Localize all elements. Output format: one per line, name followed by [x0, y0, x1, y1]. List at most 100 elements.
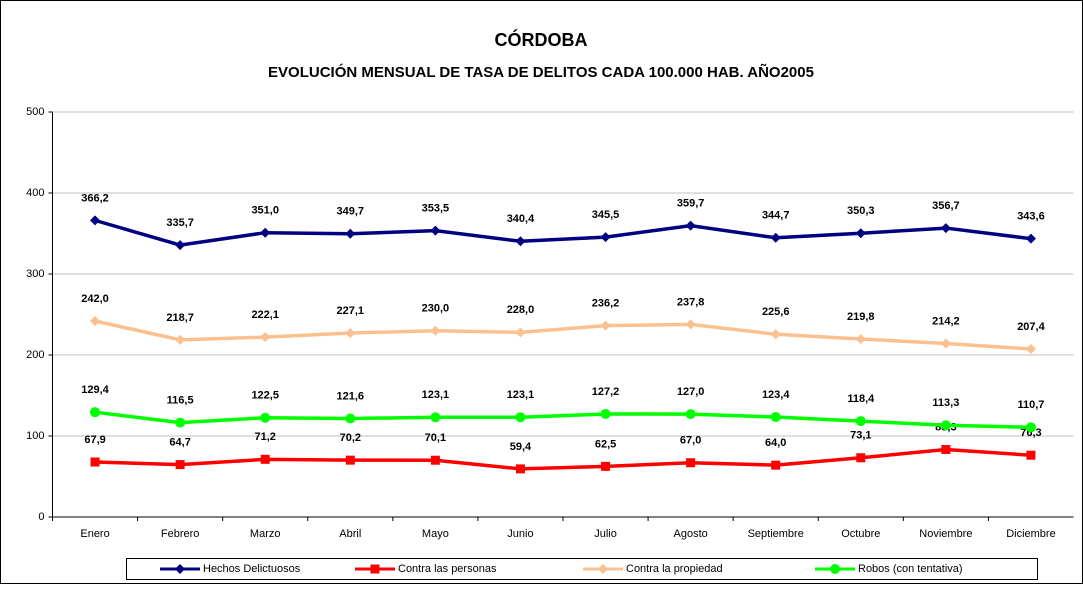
x-tick-label: Octubre	[841, 528, 880, 540]
data-point	[260, 227, 271, 238]
data-point	[345, 455, 355, 465]
data-label: 70,1	[425, 432, 446, 444]
data-point	[941, 445, 951, 455]
data-point	[90, 315, 101, 326]
data-point	[430, 412, 441, 423]
data-label: 359,7	[677, 198, 705, 210]
data-point	[685, 220, 696, 231]
data-label: 127,0	[677, 386, 705, 398]
data-label: 123,1	[422, 389, 450, 401]
data-point	[260, 332, 271, 343]
data-point	[600, 408, 611, 419]
data-point	[515, 464, 525, 474]
data-point	[770, 329, 781, 340]
x-tick-label: Enero	[80, 528, 109, 540]
data-point	[515, 412, 526, 423]
data-point	[1025, 344, 1036, 355]
data-label: 64,7	[169, 436, 190, 448]
data-point	[600, 320, 611, 331]
data-label: 116,5	[167, 395, 194, 407]
legend-box	[126, 558, 1038, 580]
data-label: 353,5	[422, 203, 450, 215]
data-point	[686, 458, 696, 468]
data-point	[175, 417, 186, 428]
series-line	[94, 410, 1032, 430]
data-point	[940, 223, 951, 234]
data-label: 123,1	[507, 389, 535, 401]
data-point	[175, 334, 186, 345]
data-label: 129,4	[81, 384, 109, 396]
data-point	[260, 412, 271, 423]
data-point	[515, 236, 526, 247]
x-tick-label: Diciembre	[1006, 528, 1056, 540]
data-point	[1025, 233, 1036, 244]
y-tick-label: 0	[38, 511, 44, 523]
data-point	[90, 407, 101, 418]
y-tick-label: 500	[26, 106, 44, 118]
data-label: 71,2	[254, 431, 275, 443]
data-point	[855, 333, 866, 344]
data-point	[600, 232, 611, 243]
data-label: 225,6	[762, 306, 790, 318]
data-label: 344,7	[762, 210, 790, 222]
data-point	[601, 461, 611, 471]
data-point	[1026, 450, 1036, 460]
data-point	[855, 416, 866, 427]
data-point	[770, 232, 781, 243]
legend-marker	[175, 564, 185, 574]
data-label: 113,3	[932, 397, 959, 409]
legend-label: Contra las personas	[398, 563, 497, 575]
data-label: 123,4	[762, 389, 790, 401]
data-point	[260, 454, 270, 464]
data-point	[345, 328, 356, 339]
data-label: 349,7	[337, 206, 365, 218]
x-tick-label: Julio	[594, 528, 617, 540]
data-label: 218,7	[166, 312, 194, 324]
data-point	[685, 319, 696, 330]
data-point	[430, 225, 441, 236]
data-label: 62,5	[595, 438, 616, 450]
data-point	[856, 453, 866, 463]
legend-marker	[370, 564, 380, 574]
data-label: 214,2	[932, 315, 960, 327]
y-tick-label: 400	[26, 187, 44, 199]
data-label: 237,8	[677, 296, 705, 308]
data-label: 343,6	[1017, 211, 1045, 223]
data-point	[430, 455, 440, 465]
data-label: 118,4	[847, 393, 875, 405]
legend-label: Robos (con tentativa)	[858, 563, 963, 575]
data-label: 351,0	[251, 205, 279, 217]
data-point	[90, 457, 100, 467]
data-point	[685, 409, 696, 420]
data-point	[430, 325, 441, 336]
data-label: 122,5	[251, 390, 279, 402]
x-tick-label: Marzo	[250, 528, 281, 540]
y-tick-label: 200	[26, 349, 44, 361]
data-point	[855, 228, 866, 239]
data-label: 67,9	[84, 434, 105, 446]
data-point	[345, 413, 356, 424]
data-label: 228,0	[507, 304, 535, 316]
legend-label: Hechos Delictuosos	[203, 563, 301, 575]
data-label: 230,0	[422, 303, 450, 315]
x-tick-label: Noviembre	[919, 528, 972, 540]
data-point	[90, 215, 101, 226]
data-label: 67,0	[680, 435, 701, 447]
data-label: 340,4	[507, 213, 535, 225]
data-label: 76,3	[1020, 427, 1041, 439]
data-label: 366,2	[81, 192, 109, 204]
data-label: 110,7	[1017, 399, 1044, 411]
x-tick-label: Mayo	[422, 528, 449, 540]
x-tick-label: Abril	[339, 528, 361, 540]
data-label: 356,7	[932, 200, 960, 212]
data-point	[175, 460, 185, 470]
legend-marker	[598, 564, 608, 574]
data-label: 64,0	[765, 437, 786, 449]
data-label: 73,1	[850, 430, 871, 442]
data-label: 127,2	[592, 386, 620, 398]
x-tick-label: Agosto	[674, 528, 708, 540]
data-label: 222,1	[251, 309, 279, 321]
data-point	[940, 420, 951, 431]
